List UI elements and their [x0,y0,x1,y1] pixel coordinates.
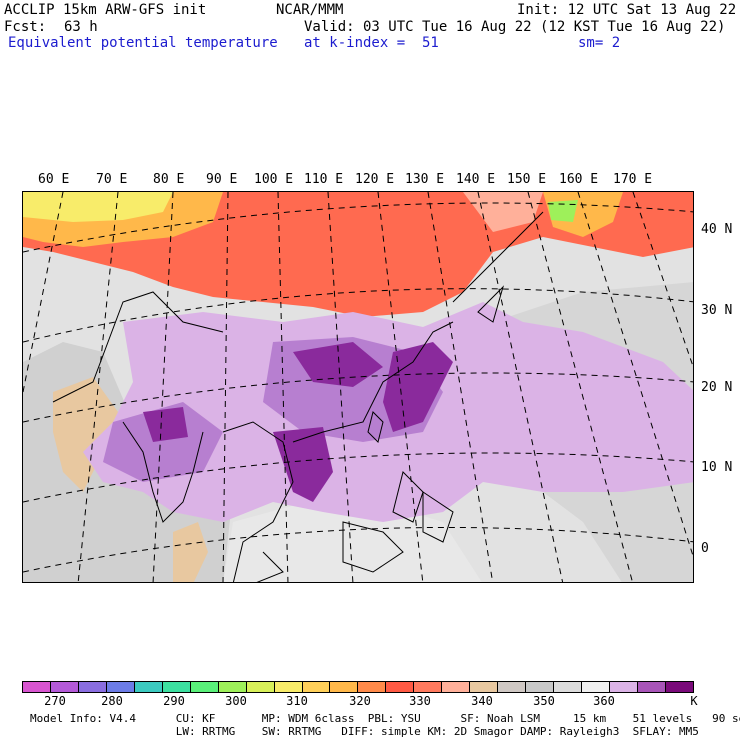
lon-label: 160 E [559,172,599,187]
colorbar-segment [637,682,666,692]
init-time: Init: 12 UTC Sat 13 Aug 22 [517,2,737,18]
model-title: ACCLIP 15km ARW-GFS init [4,2,207,18]
field-name: Equivalent potential temperature [8,35,278,51]
colorbar-tick: 310 [286,694,308,708]
colorbar-tick: 270 [44,694,66,708]
lat-label: 10 N [701,460,733,475]
lon-label: 120 E [355,172,395,187]
colorbar-tick: 340 [471,694,493,708]
colorbar [22,681,694,693]
colorbar-segment [610,682,638,692]
colorbar-tick: 280 [101,694,123,708]
colorbar-segment [442,682,471,692]
colorbar-segment [526,682,555,692]
colorbar-segment [134,682,163,692]
lon-label: 130 E [405,172,445,187]
colorbar-segment [582,682,611,692]
colorbar-segment [414,682,443,692]
warm-region [463,192,543,232]
smooth-label: sm= 2 [578,35,621,51]
lat-label: 0 [701,541,709,556]
colorbar-tick: 290 [163,694,185,708]
yellow-region [23,192,173,222]
colorbar-segment [554,682,583,692]
lat-label: 30 N [701,303,733,318]
colorbar-segment [23,682,51,692]
colorbar-segment [358,682,387,692]
colorbar-segment [50,682,79,692]
colorbar-tick: 320 [349,694,371,708]
colorbar-segment [330,682,359,692]
colorbar-segment [274,682,303,692]
colorbar-tick: 300 [225,694,247,708]
colorbar-tick: 350 [533,694,555,708]
lon-label: 80 E [153,172,185,187]
colorbar-segment [246,682,275,692]
center-label: NCAR/MMM [276,2,344,18]
lon-label: 100 E [254,172,294,187]
dark-purple-core [383,342,453,432]
colorbar-segment [162,682,191,692]
colorbar-segment [470,682,499,692]
lon-label: 170 E [613,172,653,187]
valid-time: Valid: 03 UTC Tue 16 Aug 22 (12 KST Tue … [304,19,726,35]
lon-label: 70 E [96,172,128,187]
colorbar-segment [386,682,415,692]
fcst-value: 63 h [64,19,98,35]
green-region [548,200,578,222]
colorbar-tick: 360 [593,694,615,708]
model-info-line2: LW: RRTMG SW: RRTMG DIFF: simple KM: 2D … [30,725,699,738]
lon-label: 110 E [304,172,344,187]
level-label: at k-index = 51 [304,35,439,51]
colorbar-segment [78,682,107,692]
fcst-label: Fcst: [4,19,47,35]
lat-label: 20 N [701,380,733,395]
lon-label: 150 E [507,172,547,187]
dark-purple-core [293,342,383,387]
map-canvas [23,192,693,582]
colorbar-segment [498,682,527,692]
colorbar-segment [218,682,247,692]
colorbar-segment [190,682,219,692]
theta-e-map [22,191,694,583]
lon-label: 140 E [456,172,496,187]
dark-purple-core [143,407,188,442]
dark-purple-core [273,427,333,502]
lat-label: 40 N [701,222,733,237]
colorbar-segment [665,682,693,692]
lon-label: 60 E [38,172,70,187]
colorbar-segment [302,682,331,692]
tan-region [53,377,118,492]
colorbar-segment [106,682,135,692]
colorbar-unit: K [690,694,698,708]
graticule [23,192,693,582]
lon-label: 90 E [206,172,238,187]
colorbar-tick: 330 [409,694,431,708]
model-info-line1: Model Info: V4.4 CU: KF MP: WDM 6class P… [30,712,740,725]
tan-region [173,522,208,582]
mid-purple-region [103,402,223,482]
coastlines [52,211,544,582]
